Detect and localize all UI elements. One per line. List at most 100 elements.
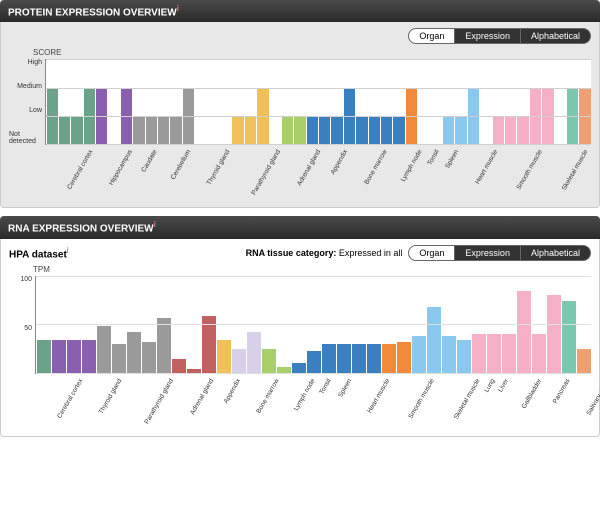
rna-category: RNA tissue category: Expressed in all xyxy=(246,248,403,258)
chart-bar[interactable] xyxy=(487,334,501,373)
rna-tabs: Organ Expression Alphabetical xyxy=(408,245,591,261)
rna-xlabels: Cerebral cortexThyroid glandParathyroid … xyxy=(35,374,600,432)
protein-panel-title: PROTEIN EXPRESSION OVERVIEW xyxy=(8,7,177,18)
chart-bar[interactable] xyxy=(367,344,381,373)
chart-bar[interactable] xyxy=(397,342,411,373)
chart-bar[interactable] xyxy=(337,344,351,373)
chart-bar[interactable] xyxy=(127,332,141,373)
chart-bar[interactable] xyxy=(381,116,392,144)
xtick-label: Spleen xyxy=(446,147,456,165)
chart-bar[interactable] xyxy=(97,326,111,373)
chart-bar[interactable] xyxy=(369,116,380,144)
chart-bar[interactable] xyxy=(517,291,531,372)
chart-bar[interactable] xyxy=(262,349,276,372)
chart-bar[interactable] xyxy=(146,116,157,144)
chart-bar[interactable] xyxy=(547,295,561,373)
chart-bar[interactable] xyxy=(307,116,318,144)
chart-bar[interactable] xyxy=(331,116,342,144)
chart-bar[interactable] xyxy=(472,334,486,373)
chart-bar[interactable] xyxy=(352,344,366,373)
chart-bar[interactable] xyxy=(217,340,231,373)
chart-bar[interactable] xyxy=(142,342,156,373)
protein-xlabels: Cerebral cortexHippocampusCaudateCerebel… xyxy=(45,145,600,203)
chart-bar[interactable] xyxy=(170,116,181,144)
chart-bar[interactable] xyxy=(562,301,576,373)
rna-panel: RNA EXPRESSION OVERVIEWi HPA dataseti RN… xyxy=(0,216,600,436)
xtick-label: Lymph node xyxy=(401,147,419,178)
chart-bar[interactable] xyxy=(133,116,144,144)
chart-bar[interactable] xyxy=(319,116,330,144)
chart-bar[interactable] xyxy=(52,340,66,373)
tab-expression[interactable]: Expression xyxy=(455,28,521,44)
chart-bar[interactable] xyxy=(292,363,306,373)
chart-bar[interactable] xyxy=(157,318,171,372)
chart-bar[interactable] xyxy=(307,351,321,372)
ytick-label: 100 xyxy=(20,276,32,283)
rna-plot-area xyxy=(35,276,591,374)
xtick-label: Cerebral cortex xyxy=(67,147,89,185)
chart-bar[interactable] xyxy=(493,116,504,144)
chart-bar[interactable] xyxy=(247,332,261,373)
chart-bar[interactable] xyxy=(59,116,70,144)
chart-bar[interactable] xyxy=(112,344,126,373)
tab-organ[interactable]: Organ xyxy=(408,245,455,261)
xtick-label: Adrenal gland xyxy=(190,376,210,411)
chart-bar[interactable] xyxy=(294,116,305,144)
chart-bar[interactable] xyxy=(412,336,426,373)
chart-bar[interactable] xyxy=(232,116,243,144)
rna-yaxis-title: TPM xyxy=(33,265,591,274)
chart-bar[interactable] xyxy=(67,340,81,373)
xtick-label: Thyroid gland xyxy=(99,376,119,410)
info-icon[interactable]: i xyxy=(177,4,179,13)
xtick-label: Cerebral cortex xyxy=(57,376,79,414)
tab-alphabetical[interactable]: Alphabetical xyxy=(521,245,591,261)
protein-bars xyxy=(46,59,591,144)
chart-bar[interactable] xyxy=(427,307,441,373)
chart-bar[interactable] xyxy=(245,116,256,144)
xtick-label: Gallbladder xyxy=(522,376,539,405)
tab-organ[interactable]: Organ xyxy=(408,28,455,44)
xtick-label: Smooth muscle xyxy=(409,376,431,415)
rna-panel-body: HPA dataseti RNA tissue category: Expres… xyxy=(0,239,600,437)
xtick-label: Hippocampus xyxy=(109,147,129,181)
protein-panel-header: PROTEIN EXPRESSION OVERVIEWi xyxy=(0,0,600,22)
chart-bar[interactable] xyxy=(71,116,82,144)
chart-bar[interactable] xyxy=(37,340,51,373)
xtick-label: Skeletal muscle xyxy=(454,376,477,415)
chart-bar[interactable] xyxy=(517,116,528,144)
ytick-label: Not detected xyxy=(9,131,42,145)
xtick-label: Salivary gland xyxy=(586,376,600,411)
xtick-label: Tonsil xyxy=(320,376,328,390)
rna-chart: TPM 100 50 Cerebral cortex Thyroid gland Pa… xyxy=(9,265,591,432)
chart-bar[interactable] xyxy=(322,344,336,373)
chart-bar[interactable] xyxy=(532,334,546,373)
xtick-label: Tonsil xyxy=(427,147,435,161)
chart-bar[interactable] xyxy=(505,116,516,144)
chart-bar[interactable] xyxy=(443,116,454,144)
protein-yaxis-title: SCORE xyxy=(33,48,591,57)
rna-sub-title: HPA dataseti xyxy=(9,245,69,260)
xtick-label: Skeletal muscle xyxy=(562,147,585,186)
chart-bar[interactable] xyxy=(232,349,246,372)
chart-bar[interactable] xyxy=(158,116,169,144)
chart-bar[interactable] xyxy=(172,359,186,373)
rna-yaxis: 100 50 xyxy=(9,276,35,374)
protein-yaxis: HighMediumLowNot detected xyxy=(9,59,45,145)
ytick-label: 50 xyxy=(24,325,32,332)
chart-bar[interactable] xyxy=(502,334,516,373)
chart-bar[interactable] xyxy=(393,116,404,144)
xtick-label: Lymph node xyxy=(293,376,311,407)
chart-bar[interactable] xyxy=(577,349,591,372)
tab-expression[interactable]: Expression xyxy=(455,245,521,261)
chart-bar[interactable] xyxy=(442,336,456,373)
chart-bar[interactable] xyxy=(457,340,471,373)
xtick-label: Pancreas xyxy=(552,376,566,400)
info-icon[interactable]: i xyxy=(154,220,156,229)
chart-bar[interactable] xyxy=(455,116,466,144)
chart-bar[interactable] xyxy=(82,340,96,373)
tab-alphabetical[interactable]: Alphabetical xyxy=(521,28,591,44)
rna-tab-row: HPA dataseti RNA tissue category: Expres… xyxy=(9,245,591,261)
chart-bar[interactable] xyxy=(382,344,396,373)
chart-bar[interactable] xyxy=(356,116,367,144)
chart-bar[interactable] xyxy=(282,116,293,144)
